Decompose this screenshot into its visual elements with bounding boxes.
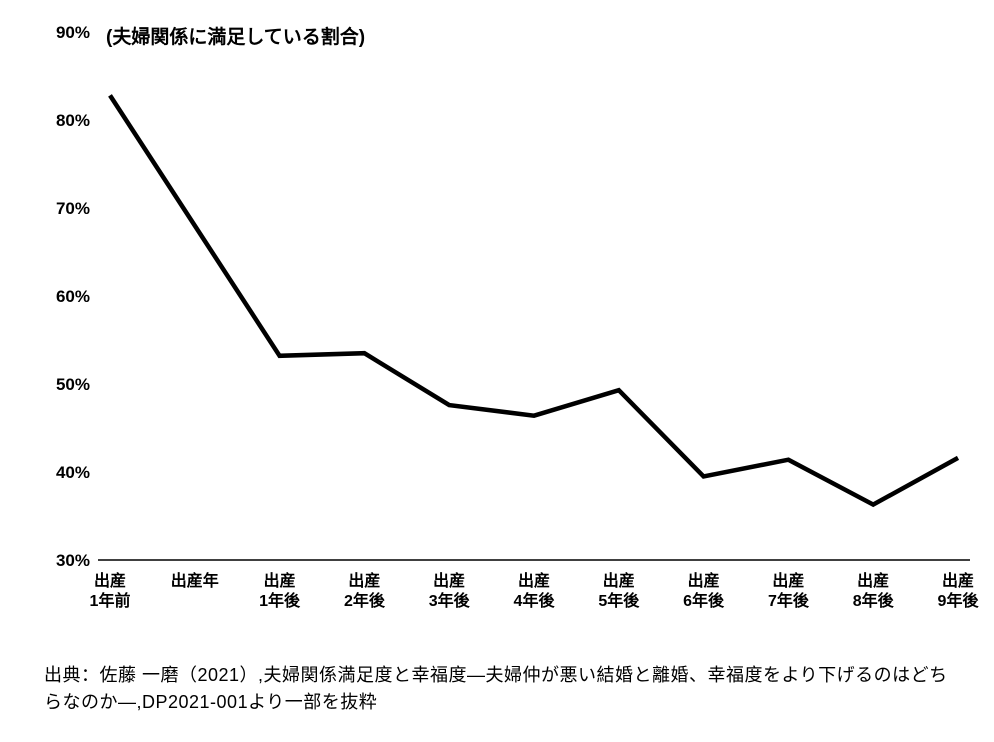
x-tick-label: 出産 2年後: [327, 572, 401, 612]
x-tick-label: 出産 8年後: [836, 572, 910, 612]
x-tick-label: 出産 1年後: [243, 572, 317, 612]
chart-container: (夫婦関係に満足している割合) 30%40%50%60%70%80%90% 出産…: [0, 0, 994, 742]
satisfaction-line-series: [110, 95, 958, 504]
x-tick-label: 出産年: [158, 572, 232, 592]
y-tick-label: 90%: [40, 23, 90, 43]
y-tick-label: 60%: [40, 287, 90, 307]
y-tick-label: 30%: [40, 551, 90, 571]
x-tick-label: 出産 6年後: [667, 572, 741, 612]
citation-text: 出典：佐藤 一磨（2021）,夫婦関係満足度と幸福度―夫婦仲が悪い結婚と離婚、幸…: [44, 662, 954, 716]
y-tick-label: 80%: [40, 111, 90, 131]
y-tick-label: 50%: [40, 375, 90, 395]
x-tick-label: 出産 5年後: [582, 572, 656, 612]
y-tick-label: 40%: [40, 463, 90, 483]
x-tick-label: 出産 1年前: [73, 572, 147, 612]
x-tick-label: 出産 7年後: [751, 572, 825, 612]
x-tick-label: 出産 4年後: [497, 572, 571, 612]
y-tick-label: 70%: [40, 199, 90, 219]
line-chart-svg: [0, 0, 994, 742]
x-tick-label: 出産 3年後: [412, 572, 486, 612]
x-tick-label: 出産 9年後: [921, 572, 994, 612]
